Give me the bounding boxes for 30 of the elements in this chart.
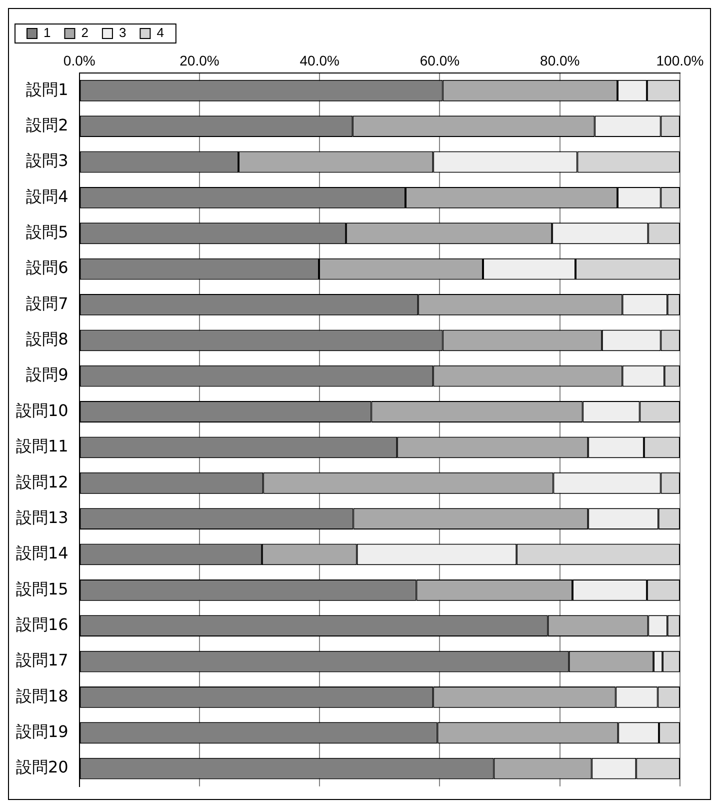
y-tick-label: 設問2 bbox=[26, 115, 68, 134]
x-tick-label: 20.0% bbox=[180, 52, 220, 68]
x-tick-label: 40.0% bbox=[300, 52, 340, 68]
legend-label: 2 bbox=[81, 25, 88, 40]
x-tick-label: 60.0% bbox=[420, 52, 460, 68]
y-tick-label: 設問3 bbox=[26, 151, 68, 170]
x-tick-label: 0.0% bbox=[63, 52, 96, 68]
y-tick-label: 設問9 bbox=[26, 365, 68, 384]
y-tick-label: 設問13 bbox=[16, 508, 68, 527]
y-tick-label: 設問8 bbox=[26, 330, 68, 349]
legend-label: 3 bbox=[118, 25, 126, 40]
y-tick-label: 設問15 bbox=[16, 579, 68, 598]
y-tick-label: 設問4 bbox=[26, 186, 68, 206]
x-tick-label: 80.0% bbox=[540, 52, 580, 68]
legend-label: 1 bbox=[44, 25, 51, 40]
y-tick-label: 設問14 bbox=[16, 544, 68, 563]
y-tick-label: 設問19 bbox=[16, 722, 68, 742]
y-tick-label: 設問6 bbox=[26, 258, 68, 278]
y-tick-label: 設問12 bbox=[16, 472, 68, 492]
y-tick-label: 設問17 bbox=[16, 650, 68, 670]
y-tick-label: 設問1 bbox=[26, 80, 68, 99]
x-tick-label: 100.0% bbox=[656, 52, 704, 68]
y-tick-label: 設問11 bbox=[16, 436, 68, 456]
y-tick-label: 設問7 bbox=[26, 294, 68, 313]
y-tick-label: 設問16 bbox=[16, 614, 68, 634]
y-tick-label: 設問10 bbox=[16, 400, 68, 420]
legend-label: 4 bbox=[156, 25, 164, 40]
y-tick-label: 設問20 bbox=[16, 758, 68, 777]
y-tick-label: 設問5 bbox=[26, 222, 68, 242]
y-tick-label: 設問18 bbox=[16, 686, 68, 706]
